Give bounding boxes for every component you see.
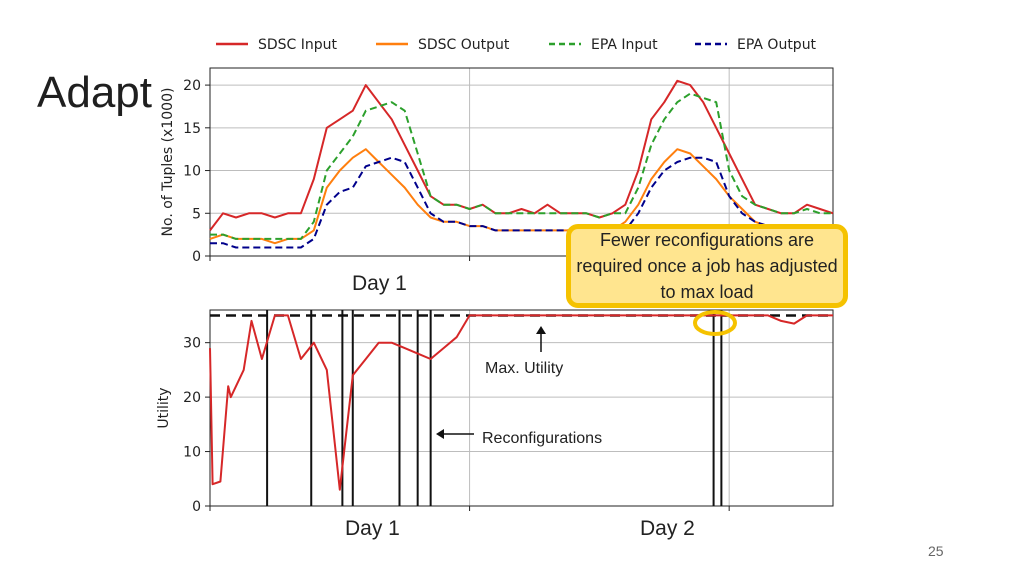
top-chart-ytick-label: 15	[183, 121, 201, 137]
top-chart-day-label: Day 1	[352, 272, 407, 295]
page-number: 25	[928, 543, 944, 559]
utility-series-line	[209, 314, 833, 491]
legend-label-2: EPA Input	[591, 37, 658, 53]
max-utility-arrowhead	[536, 326, 546, 334]
bottom-chart-day2-label: Day 2	[640, 517, 695, 540]
top-series-sdsc-input-line	[209, 79, 834, 232]
legend-label-3: EPA Output	[737, 37, 817, 53]
top-series-epa-output-line	[210, 156, 833, 249]
bottom-chart-plot-frame	[209, 309, 834, 507]
reconfigurations-annotation: Reconfigurations	[482, 430, 602, 447]
top-series-epa-input-line	[210, 92, 833, 240]
bottom-chart-ylabel: Utility	[156, 387, 172, 428]
highlight-ellipse	[693, 310, 737, 336]
top-chart-ytick-label: 20	[183, 78, 201, 94]
top-chart-ytick-label: 10	[183, 164, 201, 180]
top-chart-ytick-label: 5	[192, 206, 201, 222]
legend-label-0: SDSC Input	[258, 37, 338, 53]
top-chart-ytick-label: 0	[192, 249, 201, 265]
bottom-chart-ytick-label: 30	[183, 336, 201, 352]
bottom-chart-ytick-label: 0	[192, 499, 201, 515]
bottom-chart-ytick-label: 20	[183, 390, 201, 406]
reconfigurations-arrowhead	[436, 429, 444, 439]
bottom-chart-day1-label: Day 1	[345, 517, 400, 540]
max-utility-annotation: Max. Utility	[485, 360, 563, 377]
top-chart-ylabel: No. of Tuples (x1000)	[160, 88, 176, 237]
bottom-chart-ytick-label: 10	[183, 445, 201, 461]
slide-title: Adapt	[37, 68, 152, 117]
callout-box: Fewer reconfigurations are required once…	[566, 224, 848, 308]
legend-label-1: SDSC Output	[418, 37, 510, 53]
top-chart-plot-frame	[209, 67, 834, 257]
